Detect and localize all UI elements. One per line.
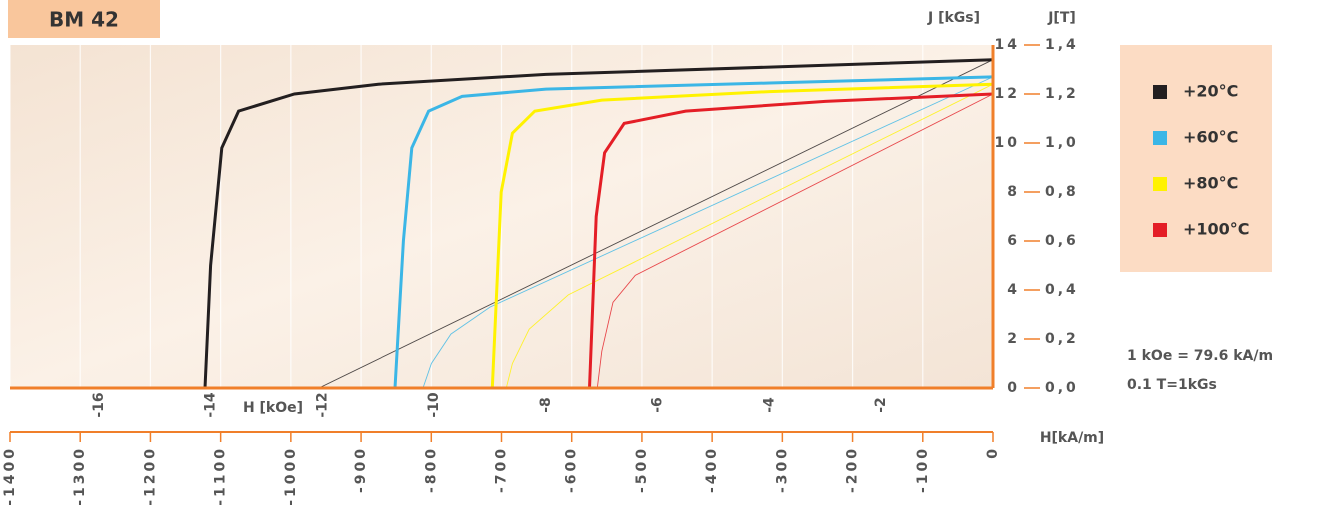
- x2-tick-label: -200: [845, 446, 861, 493]
- y-tick-label: 4: [1007, 282, 1020, 298]
- x2-tick-label: -900: [353, 446, 369, 493]
- x2-axis-label: H[kA/m]: [1040, 430, 1104, 446]
- y2-tick-label: 0,4: [1045, 282, 1079, 298]
- x-axis-label: H [kOe]: [243, 400, 303, 416]
- x-tick-label: -14: [203, 392, 219, 418]
- x2-tick-label: 0: [985, 446, 1001, 459]
- x2-tick-label: -400: [704, 446, 720, 493]
- x2-tick-label: -1000: [283, 446, 299, 506]
- x2-tick-label: -700: [494, 446, 510, 493]
- y-tick-label: 0: [1007, 380, 1020, 396]
- x-tick-label: -12: [314, 392, 330, 417]
- y-tick-label: 12: [995, 86, 1020, 102]
- note: 0.1 T=1kGs: [1127, 377, 1217, 393]
- x2-tick-label: -600: [564, 446, 580, 493]
- y-tick-label: 8: [1007, 184, 1020, 200]
- x-tick-label: -10: [426, 392, 442, 418]
- y2-tick-label: 0,8: [1045, 184, 1079, 200]
- x2-tick-label: -300: [774, 446, 790, 493]
- y2-axis-label: J[T]: [1047, 10, 1076, 26]
- y2-tick-label: 0,6: [1045, 233, 1079, 249]
- y-axis-label: J [kGs]: [927, 10, 980, 26]
- y2-tick-label: 1,0: [1045, 135, 1079, 151]
- y-tick-label: 10: [995, 135, 1020, 151]
- legend-label: +80°C: [1183, 174, 1238, 193]
- y-tick-label: 6: [1007, 233, 1020, 249]
- y2-tick-label: 1,4: [1045, 37, 1079, 53]
- legend-swatch: [1153, 85, 1167, 99]
- x-tick-label: -16: [91, 392, 107, 417]
- x2-tick-label: -800: [423, 446, 439, 493]
- chart-title: BM 42: [49, 8, 119, 32]
- x-tick-label: -6: [650, 397, 666, 413]
- x-tick-label: -4: [761, 397, 777, 413]
- legend-swatch: [1153, 223, 1167, 237]
- x-tick-label: -2: [873, 397, 889, 413]
- legend-label: +100°C: [1183, 220, 1250, 239]
- x2-tick-label: -1100: [213, 446, 229, 506]
- x2-tick-label: -1200: [142, 446, 158, 506]
- note: 1 kOe = 79.6 kA/m: [1127, 348, 1273, 364]
- chart: BM 42 J [kGs] J[T] H [kOe] H[kA/m] 1 kOe…: [0, 0, 1329, 518]
- legend-label: +20°C: [1183, 82, 1238, 101]
- y-tick-label: 2: [1007, 331, 1020, 347]
- x2-tick-label: -100: [915, 446, 931, 493]
- y2-tick-label: 1,2: [1045, 86, 1079, 102]
- x2-tick-label: -500: [634, 446, 650, 493]
- legend-label: +60°C: [1183, 128, 1238, 147]
- legend-swatch: [1153, 131, 1167, 145]
- x2-tick-label: -1400: [2, 446, 18, 506]
- x2-tick-label: -1300: [72, 446, 88, 506]
- y-tick-label: 14: [995, 37, 1020, 53]
- y2-tick-label: 0,2: [1045, 331, 1079, 347]
- x-tick-label: -8: [538, 397, 554, 413]
- legend-swatch: [1153, 177, 1167, 191]
- y2-tick-label: 0,0: [1045, 380, 1079, 396]
